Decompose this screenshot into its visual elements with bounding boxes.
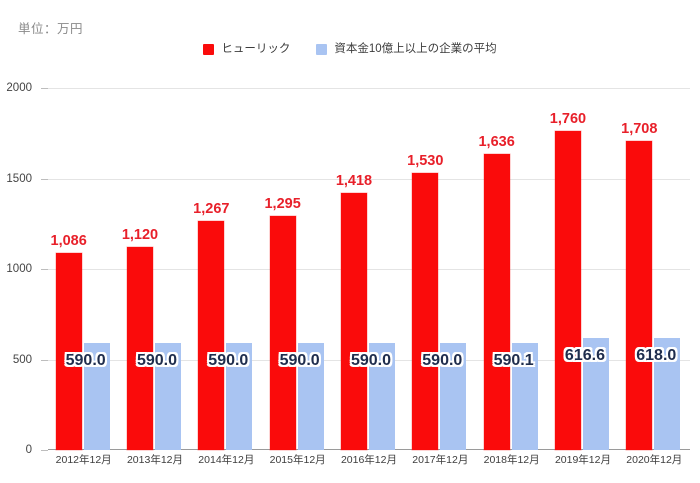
y-axis-tick-mark [41, 359, 48, 361]
bar-label-huulic: 1,418 [335, 173, 373, 190]
bar-label-average: 590.1 [493, 352, 534, 370]
bar-group: 1,120 590.0 [119, 88, 190, 450]
y-axis-tick-label: 1500 [6, 172, 32, 185]
bar-average[interactable] [511, 343, 538, 450]
bar-label-average: 590.0 [422, 352, 463, 370]
y-axis-tick-label: 2000 [6, 82, 32, 94]
legend-swatch-blue-icon [316, 44, 328, 56]
x-axis-tick-label: 2017年12月 [412, 454, 469, 466]
x-axis-tick-label: 2012年12月 [55, 454, 112, 466]
y-axis-tick-mark [41, 88, 48, 89]
bar-huulic[interactable] [55, 253, 82, 450]
gridline [48, 269, 690, 270]
bar-huulic[interactable] [269, 215, 296, 450]
bar-label-average: 618.0 [636, 347, 677, 365]
bar-huulic[interactable] [554, 131, 581, 450]
legend-swatch-red-icon [203, 44, 215, 56]
unit-caption: 単位：万円 [18, 22, 84, 36]
bar-groups: 1,086 590.0 1,120 590.0 1,267 590.0 1,295 590.0… [48, 88, 690, 450]
y-axis-tick-mark [41, 178, 48, 180]
bar-average[interactable] [226, 343, 253, 450]
gridline [48, 88, 690, 89]
bar-huulic[interactable] [412, 173, 439, 450]
bar-label-huulic: 1,120 [121, 227, 159, 244]
bar-average[interactable] [582, 338, 609, 450]
bar-average[interactable] [368, 343, 395, 450]
legend-item-average[interactable]: 資本金10億上以上の企業の平均 [316, 43, 497, 56]
bar-huulic[interactable] [198, 220, 225, 450]
bar-average[interactable] [154, 343, 181, 450]
bar-label-average: 590.0 [350, 352, 391, 370]
gridline [48, 178, 690, 180]
bar-label-huulic: 1,267 [193, 200, 230, 217]
plot-area: 0 500 1000 1500 2000 1,086 590.0 1,120 590.0 1,2… [6, 82, 690, 456]
bar-average[interactable] [440, 343, 467, 450]
bar-huulic[interactable] [626, 140, 653, 450]
bar-huulic[interactable] [126, 247, 153, 450]
bar-label-average: 590.0 [65, 352, 106, 370]
bar-label-huulic: 1,295 [264, 195, 301, 212]
bar-group: 1,295 590.0 [262, 88, 333, 450]
bar-group: 1,708 618.0 [619, 88, 690, 450]
y-axis-tick-mark [41, 269, 48, 270]
x-axis-tick-label: 2015年12月 [269, 454, 326, 466]
bar-label-average: 590.0 [279, 352, 320, 370]
bar-label-huulic: 1,636 [478, 133, 515, 150]
legend-item-huulic[interactable]: ヒューリック [203, 43, 291, 56]
bar-group: 1,086 590.0 [48, 88, 119, 450]
x-axis-tick-label: 2020年12月 [626, 454, 683, 466]
bar-average[interactable] [654, 338, 681, 450]
legend-label-huulic: ヒューリック [221, 43, 291, 55]
bar-label-average: 590.0 [208, 352, 249, 370]
y-axis-tick-label: 0 [25, 444, 32, 456]
x-axis-tick-label: 2016年12月 [340, 454, 397, 466]
y-axis-tick-mark [41, 450, 48, 451]
x-axis-tick-label: 2013年12月 [126, 454, 184, 466]
bar-label-huulic: 1,530 [407, 153, 444, 170]
bar-label-average: 590.0 [136, 352, 178, 370]
legend-label-average: 資本金10億上以上の企業の平均 [334, 43, 497, 55]
bar-group: 1,267 590.0 [191, 88, 262, 450]
bar-group: 1,636 590.1 [476, 88, 547, 450]
bar-group: 1,418 590.0 [333, 88, 404, 450]
y-axis-tick-label: 500 [12, 353, 32, 366]
bar-label-huulic: 1,708 [621, 120, 658, 137]
x-axis-tick-label: 2018年12月 [483, 454, 540, 466]
chart-legend: ヒューリック 資本金10億上以上の企業の平均 [0, 43, 700, 56]
bar-label-average: 616.6 [564, 347, 605, 365]
bar-huulic[interactable] [340, 193, 367, 450]
x-axis-tick-label: 2014年12月 [198, 454, 255, 466]
x-axis-labels: 2012年12月 2013年12月 2014年12月 2015年12月 2016年12月… [48, 452, 690, 467]
bar-group: 1,760 616.6 [547, 88, 618, 450]
bar-group: 1,530 590.0 [405, 88, 476, 450]
y-axis-tick-label: 1000 [6, 263, 32, 275]
bar-average[interactable] [83, 343, 110, 450]
x-axis-tick-label: 2019年12月 [554, 454, 611, 466]
bar-average[interactable] [297, 343, 324, 450]
bar-huulic[interactable] [483, 153, 510, 450]
bar-label-huulic: 1,086 [50, 233, 87, 250]
bar-label-huulic: 1,760 [549, 111, 587, 128]
